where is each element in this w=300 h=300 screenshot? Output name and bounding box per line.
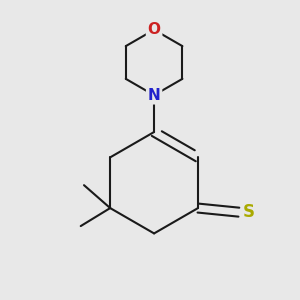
Text: O: O [148, 22, 160, 37]
Text: N: N [148, 88, 160, 103]
Text: S: S [243, 203, 255, 221]
